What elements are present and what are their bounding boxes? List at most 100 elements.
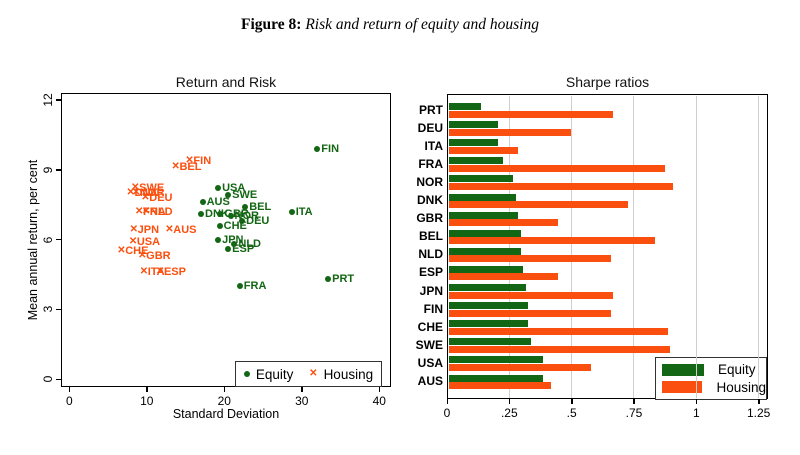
bar-chart-title: Sharpe ratios <box>565 74 650 90</box>
scatter-point-label-BEL: BEL <box>179 161 202 174</box>
bar-equity-USA <box>448 356 544 364</box>
scatter-y-tick-label: 0 <box>41 375 55 383</box>
scatter-point-equity-PRT <box>325 276 332 283</box>
bar-housing-SWE <box>448 345 671 353</box>
scatter-point-housing-CHE: ✕ <box>117 245 126 257</box>
bar-x-tick-label: .5 <box>566 406 577 420</box>
bar-category-label-ESP: ESP <box>418 265 443 280</box>
bar-gridline <box>758 95 760 398</box>
bar-category-label-BEL: BEL <box>419 229 443 244</box>
bar-category-label-GBR: GBR <box>416 211 443 226</box>
equity-swatch-icon <box>662 363 704 376</box>
scatter-point-label-PRT: PRT <box>332 273 355 286</box>
scatter-point-housing-ITA: ✕ <box>139 266 149 278</box>
bar-housing-JPN <box>448 291 614 299</box>
equity-dot-icon <box>243 371 250 377</box>
bar-x-tick <box>758 399 760 404</box>
scatter-legend-housing-label: Housing <box>323 366 374 382</box>
bar-category-label-PRT: PRT <box>419 102 443 117</box>
scatter-point-equity-ITA <box>288 208 295 215</box>
scatter-point-label-JPN: JPN <box>222 233 244 246</box>
scatter-point-housing-ESP: ✕ <box>155 266 165 278</box>
scatter-point-label-GBR: GBR <box>146 249 171 262</box>
scatter-point-label-DEU: DEU <box>246 215 270 228</box>
scatter-point-housing-DEU: ✕ <box>141 191 150 203</box>
scatter-point-equity-DEU <box>239 218 246 225</box>
scatter-point-label-NLD: NLD <box>150 205 173 218</box>
scatter-legend-equity: Equity <box>243 367 293 382</box>
scatter-point-label-AUS: AUS <box>173 224 197 237</box>
scatter-point-label-SWE: SWE <box>232 189 258 202</box>
scatter-point-equity-NOR <box>227 213 234 220</box>
scatter-x-tick <box>378 387 381 392</box>
scatter-point-label-JPN: JPN <box>137 224 160 237</box>
figure-caption-label: Figure 8: <box>241 16 302 33</box>
bar-equity-ESP <box>448 265 524 273</box>
bar-x-tick-label: 1 <box>692 406 700 420</box>
scatter-point-label-BEL: BEL <box>249 201 272 214</box>
bar-gridline <box>571 95 573 398</box>
bar-housing-NLD <box>448 255 611 263</box>
bar-category-label-FRA: FRA <box>418 156 443 171</box>
scatter-point-label-DNK: DNK <box>205 208 229 220</box>
scatter-point-label-FIN: FIN <box>321 142 340 155</box>
scatter-point-equity-ESP <box>225 245 232 252</box>
bar-category-label-NOR: NOR <box>416 174 443 189</box>
scatter-point-housing-FIN: ✕ <box>185 154 194 166</box>
bar-housing-DNK <box>448 201 628 208</box>
bar-equity-NOR <box>448 175 514 183</box>
scatter-point-label-CHE: CHE <box>125 245 149 258</box>
scatter-point-label-ESP: ESP <box>163 266 186 279</box>
scatter-y-tick <box>56 308 61 311</box>
scatter-point-housing-USA: ✕ <box>128 235 138 247</box>
scatter-point-label-DNK: DNK <box>134 187 159 200</box>
bar-equity-NLD <box>448 247 521 255</box>
scatter-point-equity-JPN <box>215 236 222 243</box>
scatter-point-equity-GBR <box>217 211 224 218</box>
bar-x-tick-label: 1.25 <box>746 406 771 420</box>
bar-x-tick <box>446 399 448 404</box>
scatter-point-housing-GBR: ✕ <box>138 249 147 261</box>
scatter-point-equity-FRA <box>236 283 243 290</box>
scatter-legend-housing: ✕ Housing <box>309 367 373 382</box>
bar-housing-AUS <box>448 382 551 389</box>
bar-category-label-CHE: CHE <box>417 319 443 334</box>
bar-housing-PRT <box>448 110 614 118</box>
scatter-point-label-USA: USA <box>136 235 161 248</box>
bar-housing-USA <box>448 363 591 371</box>
scatter-point-housing-AUS: ✕ <box>165 224 174 236</box>
bar-x-tick <box>633 399 635 404</box>
bar-x-tick-label: .25 <box>500 406 518 420</box>
housing-cross-icon: ✕ <box>309 368 318 379</box>
scatter-y-tick-label: 12 <box>41 93 55 107</box>
housing-swatch-icon <box>662 381 703 394</box>
bar-equity-FIN <box>448 302 529 310</box>
bar-housing-CHE <box>448 327 668 335</box>
bar-gridline <box>695 95 697 398</box>
bar-category-label-JPN: JPN <box>419 283 443 298</box>
scatter-x-tick <box>223 387 226 392</box>
scatter-point-housing-DNK: ✕ <box>126 187 135 199</box>
bar-legend-equity-label: Equity <box>718 362 756 378</box>
bar-category-label-USA: USA <box>417 355 443 370</box>
scatter-y-tick-label: 3 <box>41 306 55 313</box>
bar-equity-CHE <box>448 320 529 328</box>
bar-category-label-NLD: NLD <box>418 247 443 262</box>
figure-caption: Figure 8: Risk and return of equity and … <box>0 16 780 34</box>
bar-equity-ITA <box>448 139 499 147</box>
scatter-x-tick-label: 0 <box>65 394 73 408</box>
scatter-point-equity-DNK <box>198 211 205 218</box>
bar-gridline <box>508 95 510 398</box>
scatter-point-label-USA: USA <box>222 182 246 195</box>
bar-x-tick <box>695 399 698 404</box>
scatter-x-tick-label: 30 <box>295 394 309 408</box>
bar-category-label-FIN: FIN <box>423 301 443 316</box>
bar-x-tick <box>571 399 573 404</box>
scatter-point-housing-NLD: ✕ <box>142 205 151 217</box>
scatter-point-equity-AUS <box>199 199 206 206</box>
bar-equity-BEL <box>448 229 521 237</box>
scatter-y-axis-title: Mean annual return, per cent <box>26 159 40 321</box>
scatter-legend: Equity ✕ Housing <box>235 361 382 387</box>
scatter-point-housing-NOR: ✕ <box>131 187 141 199</box>
